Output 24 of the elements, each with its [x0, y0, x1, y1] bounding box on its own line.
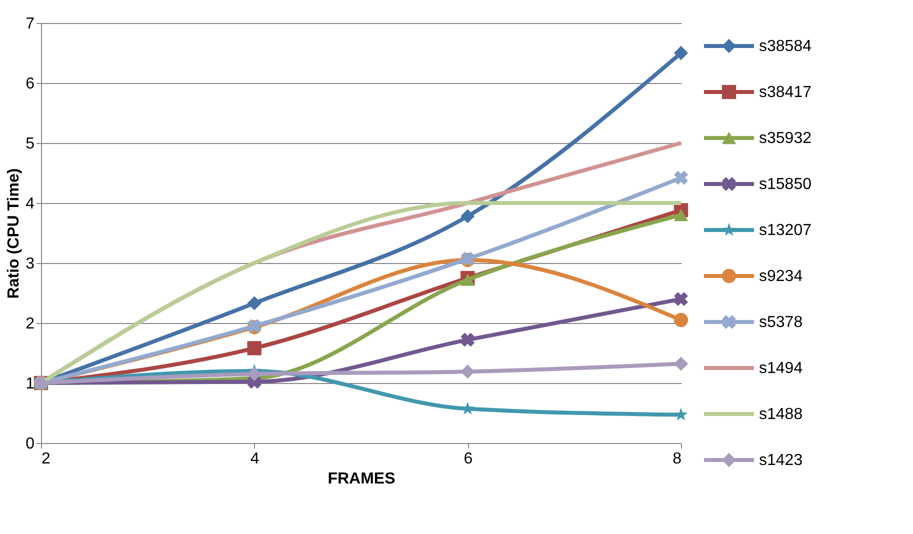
legend-label: s1494	[759, 360, 803, 377]
y-tick-label: 1	[26, 376, 35, 392]
x-tick-label: 6	[464, 450, 473, 468]
legend-label: s38417	[759, 84, 812, 101]
y-tick-label: 5	[26, 136, 35, 152]
y-tick-label: 0	[26, 436, 35, 452]
x-axis-title: FRAMES	[328, 470, 396, 488]
legend-label: s35932	[759, 130, 812, 147]
legend-label: s38584	[759, 38, 812, 55]
legend-label: s13207	[759, 222, 812, 239]
x-tick-label: 8	[672, 450, 682, 468]
x-tick-label: 4	[250, 450, 260, 468]
x-tick-label: 2	[42, 450, 50, 468]
legend-label: s15850	[759, 176, 812, 193]
legend-label: s1423	[759, 452, 803, 469]
legend-label: s9234	[759, 268, 803, 285]
y-tick-label: 6	[26, 76, 35, 92]
y-tick-label: 7	[26, 16, 35, 32]
legend-label: s5378	[759, 314, 803, 331]
legend-label: s1488	[759, 406, 803, 423]
y-axis-title: Ratio (CPU Time)	[6, 168, 23, 299]
y-tick-label: 4	[26, 196, 35, 212]
y-tick-label: 2	[26, 316, 35, 332]
y-tick-label: 3	[26, 256, 35, 272]
